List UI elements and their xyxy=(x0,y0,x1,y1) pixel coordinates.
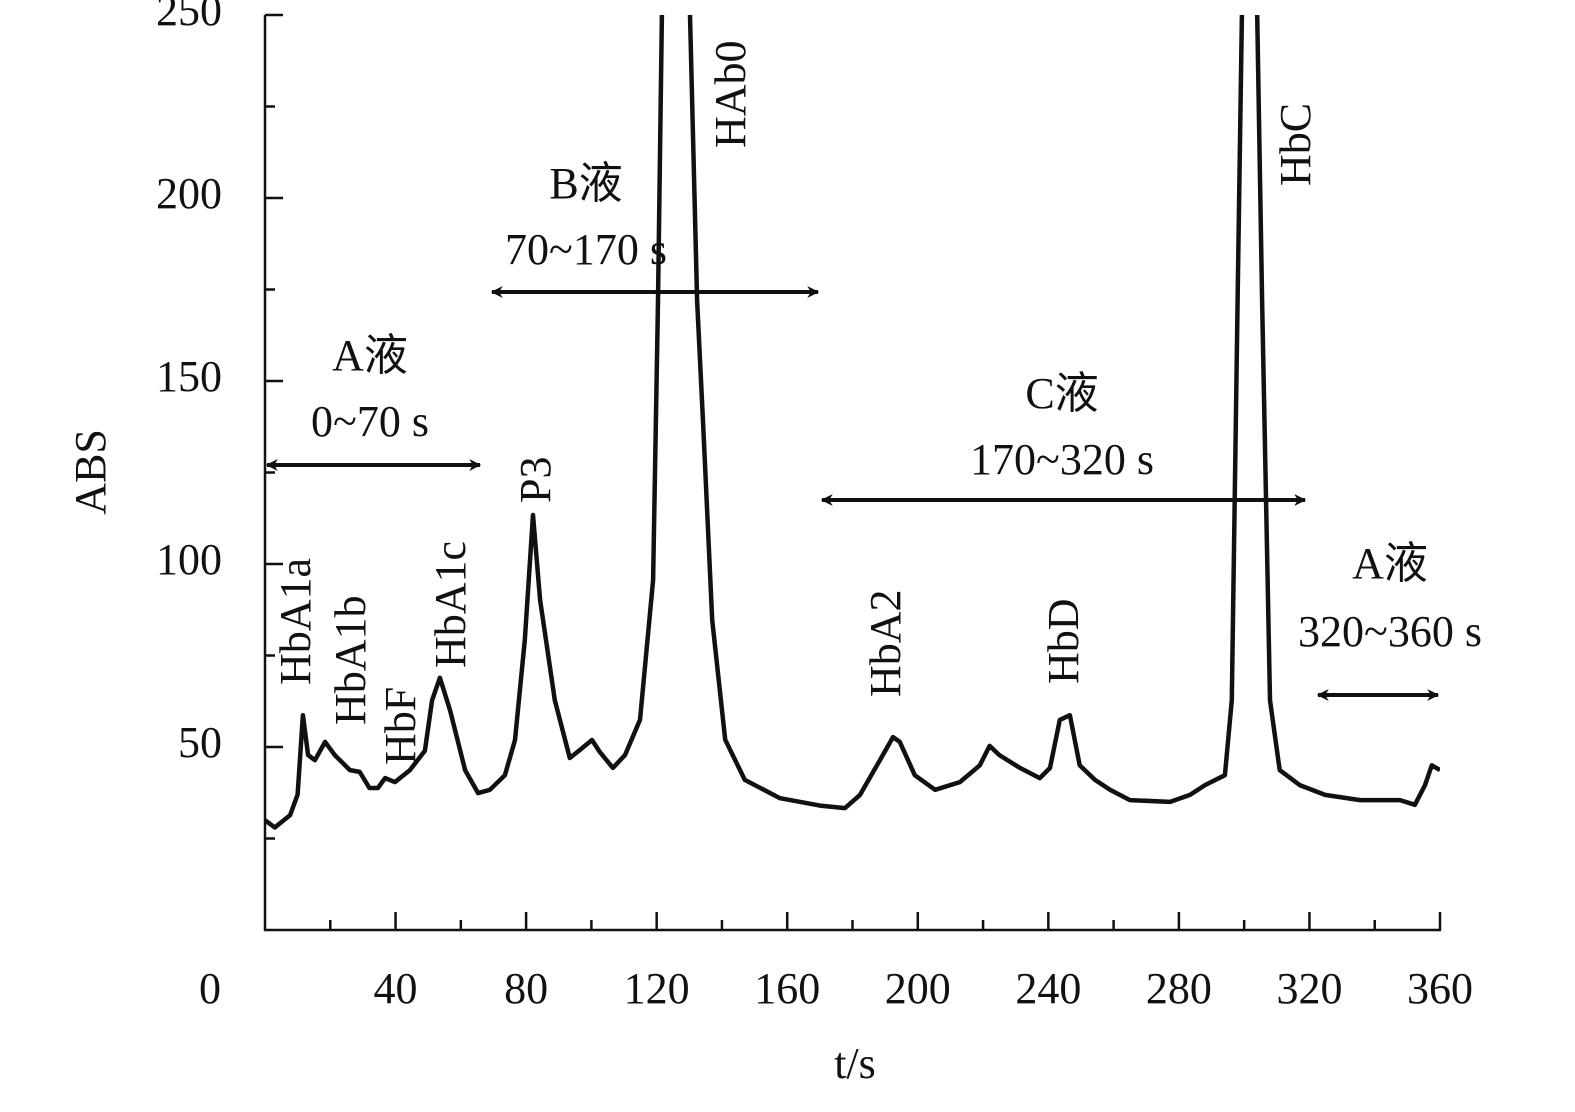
peak-label: HbA1c xyxy=(426,541,475,668)
x-axis-label: t/s xyxy=(834,1039,876,1088)
region-range: 320~360 s xyxy=(1298,607,1482,656)
peak-label: HbC xyxy=(1271,103,1320,186)
peak-label: HbA2 xyxy=(861,589,910,697)
peak-label: HbD xyxy=(1039,598,1088,684)
region-range: 70~170 s xyxy=(505,225,667,274)
peak-label: P3 xyxy=(511,457,560,503)
peak-label: HbF xyxy=(376,687,425,765)
x-tick-label: 160 xyxy=(754,964,820,1013)
x-tick-label: 360 xyxy=(1407,964,1473,1013)
x-tick-label: 240 xyxy=(1015,964,1081,1013)
peak-label: HbA1a xyxy=(271,558,320,685)
x-tick-label: 280 xyxy=(1146,964,1212,1013)
x-tick-label: 40 xyxy=(374,964,418,1013)
x-tick-label: 120 xyxy=(624,964,690,1013)
x-tick-label: 80 xyxy=(504,964,548,1013)
data-line xyxy=(265,15,1440,830)
y-tick-label: 150 xyxy=(156,352,222,401)
region-range: 170~320 s xyxy=(970,435,1154,484)
x-tick-label: 200 xyxy=(885,964,951,1013)
y-tick-label: 50 xyxy=(178,718,222,767)
region-range: 0~70 s xyxy=(311,397,429,446)
peak-label: HAb0 xyxy=(706,40,755,148)
x-tick-label: 320 xyxy=(1276,964,1342,1013)
region-label: B液 xyxy=(549,159,622,208)
y-tick-label: 250 xyxy=(156,0,222,35)
y-tick-label: 200 xyxy=(156,169,222,218)
region-label: A液 xyxy=(332,331,408,380)
y-tick-label: 100 xyxy=(156,535,222,584)
region-label: A液 xyxy=(1352,539,1428,588)
region-label: C液 xyxy=(1025,369,1098,418)
peak-label: HbA1b xyxy=(326,595,375,725)
y-axis-label: ABS xyxy=(66,429,115,515)
x-tick-label: 0 xyxy=(199,964,221,1013)
